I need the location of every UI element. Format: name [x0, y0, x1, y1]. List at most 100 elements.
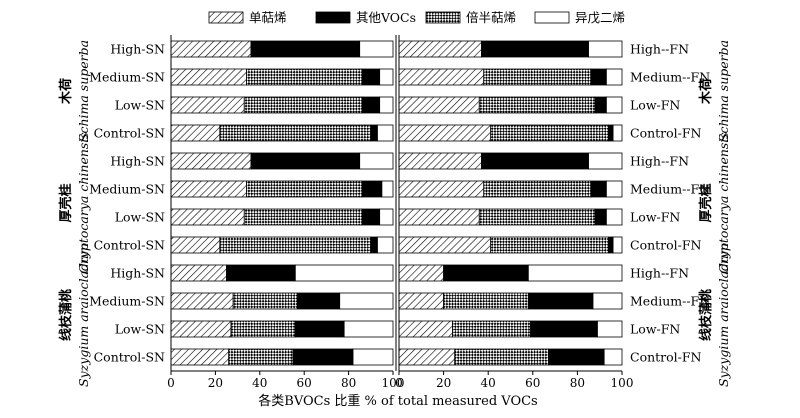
bar-segment: [478, 208, 596, 226]
legend: 单萜烯 其他VOCs 倍半萜烯 异戊二烯: [208, 10, 625, 25]
panel-2: High--FN Medium--FN Low-FN Control-FN High--…: [395, 35, 710, 390]
bar-segment: [370, 124, 378, 142]
bar-segment: [398, 68, 485, 86]
bar-segment: [250, 40, 361, 58]
panel-1: High-SN Medium-SN Low-SN Control-SN High-SN M…: [89, 35, 404, 390]
bar-segment: [612, 124, 623, 142]
bar-segment: [398, 264, 444, 282]
bar-segment: [605, 180, 623, 198]
species-label-right: 线枝蒲桃 Syzygium araiocladum: [698, 243, 731, 387]
category-label: High--FN: [630, 266, 689, 281]
bar-segment: [594, 96, 607, 114]
bar-segment: [603, 348, 623, 366]
x-tick-label: 0: [167, 376, 175, 390]
bar-segment: [592, 292, 623, 310]
species-name-cn: 线枝蒲桃: [698, 289, 714, 341]
category-label: High--FN: [630, 42, 689, 57]
category-label: Medium--FN: [630, 182, 710, 197]
bar-segment: [379, 96, 394, 114]
x-tick-label: 40: [252, 376, 267, 390]
category-label: Medium-SN: [89, 70, 165, 85]
bar-segment: [605, 208, 623, 226]
bar-segment: [398, 348, 456, 366]
bar-segment: [398, 236, 491, 254]
bar-segment: [398, 180, 485, 198]
x-tick-label: 80: [570, 376, 585, 390]
bar-segment: [219, 124, 372, 142]
category-label: Medium--FN: [630, 294, 710, 309]
bar-segment: [361, 68, 381, 86]
bar-segment: [490, 236, 610, 254]
bar-segment: [527, 292, 594, 310]
bar-segment: [170, 348, 230, 366]
bar-segment: [170, 180, 247, 198]
species-name-latin: Schima superba: [76, 40, 91, 142]
bar-segment: [481, 40, 589, 58]
category-label: Medium-SN: [89, 294, 165, 309]
bar-segment: [246, 68, 363, 86]
bar-segment: [590, 68, 607, 86]
species-label-left: 线枝蒲桃 Syzygium araiocladum: [58, 243, 91, 387]
bar-segment: [343, 320, 394, 338]
category-label: High-SN: [110, 42, 165, 57]
bar-segment: [605, 68, 623, 86]
bar-segment: [527, 264, 623, 282]
legend-label-2: 其他VOCs: [356, 10, 416, 25]
bar-segment: [379, 68, 394, 86]
species-name-cn: 木荷: [698, 78, 714, 105]
x-tick-label: 40: [481, 376, 496, 390]
bar-segment: [605, 96, 623, 114]
bar-segment: [398, 124, 491, 142]
bar-segment: [243, 208, 363, 226]
bar-segment: [339, 292, 394, 310]
bar-segment: [483, 180, 592, 198]
category-label: Control-FN: [630, 238, 702, 253]
bar-segment: [370, 236, 378, 254]
bar-segment: [594, 208, 607, 226]
bar-segment: [170, 96, 245, 114]
bar-segment: [483, 68, 592, 86]
bar-segment: [398, 320, 453, 338]
category-label: Low-SN: [115, 98, 165, 113]
bar-segment: [454, 348, 549, 366]
species-name-cn: 线枝蒲桃: [58, 289, 74, 341]
bar-segment: [452, 320, 531, 338]
bar-segment: [170, 40, 252, 58]
bar-segment: [352, 348, 394, 366]
bar-segment: [219, 236, 372, 254]
bar-segment: [398, 40, 482, 58]
bar-segment: [608, 124, 614, 142]
bar-segment: [377, 124, 394, 142]
bar-segment: [361, 96, 381, 114]
bar-segment: [292, 348, 354, 366]
category-label: Control-SN: [94, 126, 165, 141]
category-label: Medium-SN: [89, 182, 165, 197]
bar-segment: [588, 40, 623, 58]
x-tick-label: 100: [382, 376, 405, 390]
bar-segment: [170, 68, 247, 86]
legend-swatch-2: [315, 11, 351, 24]
legend-label-1: 单萜烯: [249, 10, 287, 25]
bar-segment: [359, 40, 394, 58]
bar-segment: [530, 320, 598, 338]
bar-segment: [478, 96, 596, 114]
species-name-cn: 木荷: [58, 78, 74, 105]
bar-segment: [170, 320, 232, 338]
species-name-cn: 厚壳桂: [698, 183, 714, 222]
bar-segment: [232, 292, 298, 310]
species-name-latin: Schima superba: [716, 40, 731, 142]
category-label: Control-FN: [630, 126, 702, 141]
bar-segment: [377, 236, 394, 254]
species-label-left: 厚壳桂 Cryptocarya chinensis: [58, 132, 91, 273]
bar-segment: [170, 292, 234, 310]
bar-segment: [228, 348, 294, 366]
bar-segment: [398, 152, 482, 170]
category-label: Control-SN: [94, 238, 165, 253]
bar-segment: [379, 208, 394, 226]
x-tick-label: 60: [525, 376, 540, 390]
category-label: Control-SN: [94, 350, 165, 365]
x-tick-label: 100: [611, 376, 634, 390]
species-label-right: 木荷 Schima superba: [698, 40, 731, 142]
bar-segment: [226, 264, 296, 282]
